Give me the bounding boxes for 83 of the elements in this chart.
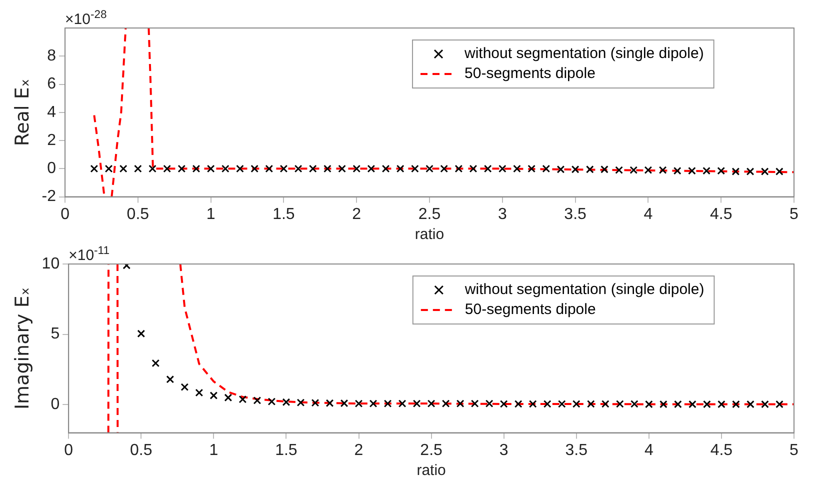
y-tick-label: -2 [42,188,56,206]
x-tick-label: 3.5 [565,442,588,459]
point [195,388,204,397]
point [326,399,334,408]
point [674,400,682,408]
point [732,400,740,408]
point [152,359,160,368]
point [761,400,769,408]
point [384,400,392,408]
point [442,400,450,408]
point [180,383,189,392]
y-tick-label: 6 [47,76,56,93]
point [238,395,247,404]
point [586,400,595,408]
legend-label: without segmentation (single dipole) [464,45,704,62]
point [311,398,320,407]
point [630,400,638,408]
point [601,400,610,408]
y-tick-label: 0 [47,160,56,178]
point [369,400,378,408]
x-tick-label: 3 [499,442,508,459]
y-tick-label: 10 [42,255,60,272]
point [543,400,552,408]
y-tick-label: 5 [50,326,60,343]
point [703,400,711,408]
y-tick-label: 0 [50,396,60,414]
x-tick-label: 2 [354,442,364,459]
x-tick-label: 2 [352,206,362,223]
point [500,400,508,408]
point [282,398,290,406]
point [485,400,494,408]
x-tick-label: 3 [498,206,507,223]
point [224,394,232,402]
point [210,392,218,400]
point [718,400,726,408]
y-axis-title: Real Eₓ [11,78,34,146]
point [137,330,146,338]
point [268,398,276,406]
x-tick-label: 5 [790,442,799,459]
point [558,400,566,408]
x-tick-label: 4 [644,206,653,223]
point [354,400,363,408]
y-axis-title: Imaginary Eₓ [11,287,34,410]
point [572,400,580,408]
point [776,400,784,408]
point [427,400,436,408]
x-tick-label: 4.5 [710,206,732,223]
x-tick-label: 0.5 [126,206,150,223]
x-tick-label: 4 [644,442,654,459]
x-tick-label: 4.5 [710,442,733,459]
x-tick-label: 0 [64,442,74,459]
point [340,399,348,408]
y-tick-label: 2 [47,132,56,149]
point [456,400,464,408]
point [166,375,174,384]
x-tick-label: 2.5 [418,206,441,223]
point [688,400,696,408]
point [514,400,522,408]
point [412,400,421,408]
y-tick-label: 4 [47,104,56,121]
x-tick-label: 1 [209,442,218,459]
point [644,400,653,408]
point [253,396,262,404]
x-tick-label: 1.5 [272,206,295,223]
legend-label: 50-segments dipole [464,65,596,82]
point [616,400,624,408]
point [296,398,305,406]
x-axis-title: ratio [416,462,446,480]
legend-label: 50-segments dipole [464,301,596,318]
x-tick-label: 1 [206,206,216,223]
x-tick-label: 2.5 [420,442,443,459]
x-tick-label: 1.5 [275,442,298,459]
point [528,400,537,408]
point [746,400,754,408]
y-tick-label: 8 [47,48,56,65]
x-tick-label: 5 [790,206,799,223]
x-tick-label: 3.5 [564,206,587,223]
x-tick-label: 0.5 [130,442,152,459]
x-axis-title: ratio [414,226,444,244]
point [659,400,668,408]
legend-label: without segmentation (single dipole) [464,281,704,298]
point [470,400,479,408]
point [398,400,406,408]
